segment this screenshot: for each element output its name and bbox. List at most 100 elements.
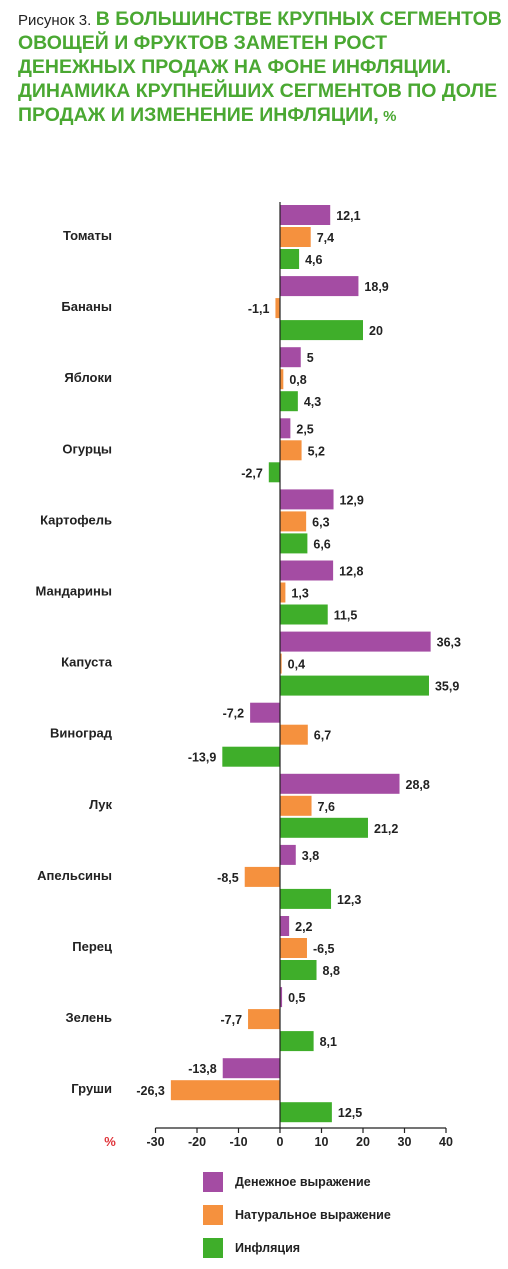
- data-label-money-onion: 28,8: [406, 778, 430, 792]
- bar-volume-oranges: [244, 866, 280, 887]
- data-label-volume-onion: 7,6: [318, 800, 335, 814]
- data-label-money-tangerines: 12,8: [339, 565, 363, 579]
- bar-volume-grapes: [280, 724, 308, 745]
- data-label-inflation-pears: 12,5: [338, 1106, 362, 1120]
- bar-inflation-tomatoes: [280, 249, 300, 269]
- bar-money-onion: [280, 773, 400, 794]
- data-label-inflation-cabbage: 35,9: [435, 680, 459, 694]
- x-tick-label-4: 10: [315, 1135, 329, 1149]
- category-label-potatoes: Картофель: [40, 512, 112, 527]
- bar-inflation-cabbage: [280, 675, 429, 696]
- data-label-money-greens: 0,5: [288, 991, 305, 1005]
- title-unit: %: [383, 108, 397, 125]
- bar-inflation-apples: [280, 391, 298, 412]
- category-label-cabbage: Капуста: [61, 655, 113, 670]
- bar-volume-bananas: [275, 298, 280, 319]
- bar-volume-pears: [170, 1080, 280, 1101]
- data-label-volume-grapes: 6,7: [314, 729, 331, 743]
- bar-volume-potatoes: [280, 511, 307, 532]
- data-label-money-tomatoes: 12,1: [336, 209, 360, 223]
- legend-label-inflation: Инфляция: [235, 1241, 301, 1255]
- x-tick-label-7: 40: [439, 1135, 453, 1149]
- x-axis-unit-label: %: [104, 1134, 116, 1149]
- data-label-volume-pears: -26,3: [136, 1084, 165, 1098]
- chart-title: Рисунок 3. В БОЛЬШИНСТВЕ КРУПНЫХ СЕГМЕНТ…: [18, 8, 503, 128]
- bar-inflation-tangerines: [280, 604, 328, 625]
- data-label-money-bananas: 18,9: [364, 280, 388, 294]
- data-label-inflation-cucumbers: -2,7: [241, 466, 263, 480]
- x-tick-label-1: -20: [188, 1135, 206, 1149]
- category-label-grapes: Виноград: [50, 726, 113, 741]
- bar-money-greens: [280, 987, 283, 1008]
- data-label-money-cucumbers: 2,5: [296, 422, 313, 436]
- bar-inflation-potatoes: [280, 533, 308, 554]
- data-label-inflation-potatoes: 6,6: [313, 537, 330, 551]
- data-label-money-potatoes: 12,9: [340, 493, 364, 507]
- legend-item-volume: Натуральное выражение: [203, 1202, 391, 1228]
- data-label-inflation-greens: 8,1: [320, 1035, 337, 1049]
- bar-inflation-bananas: [280, 320, 363, 341]
- x-tick-label-5: 20: [356, 1135, 370, 1149]
- data-label-money-apples: 5: [307, 351, 314, 365]
- category-label-tomatoes: Томаты: [63, 228, 112, 243]
- category-label-onion: Лук: [89, 797, 112, 812]
- x-tick-label-6: 30: [398, 1135, 412, 1149]
- category-label-apples: Яблоки: [64, 370, 112, 385]
- bar-money-cabbage: [280, 631, 431, 652]
- category-label-tangerines: Мандарины: [36, 584, 112, 599]
- data-label-volume-greens: -7,7: [220, 1013, 242, 1027]
- x-tick-label-0: -30: [146, 1135, 164, 1149]
- legend-swatch-inflation: [203, 1238, 223, 1258]
- figure-label: Рисунок 3.: [18, 12, 92, 29]
- x-tick-label-2: -10: [229, 1135, 247, 1149]
- bar-volume-tangerines: [280, 582, 286, 603]
- data-label-money-oranges: 3,8: [302, 849, 319, 863]
- bar-volume-apples: [280, 369, 284, 390]
- legend-label-volume: Натуральное выражение: [235, 1208, 391, 1222]
- bar-money-pears: [222, 1058, 280, 1079]
- data-label-volume-pepper: -6,5: [313, 942, 335, 956]
- data-label-volume-oranges: -8,5: [217, 871, 239, 885]
- category-label-bananas: Бананы: [61, 299, 112, 314]
- bar-volume-cabbage: [280, 653, 282, 674]
- category-label-greens: Зелень: [65, 1010, 112, 1025]
- data-label-inflation-tangerines: 11,5: [334, 609, 358, 623]
- bar-volume-onion: [280, 795, 312, 816]
- data-label-inflation-grapes: -13,9: [188, 751, 217, 765]
- data-label-inflation-pepper: 8,8: [323, 964, 340, 978]
- data-label-money-pepper: 2,2: [295, 920, 312, 934]
- x-tick-label-3: 0: [277, 1135, 284, 1149]
- bar-volume-tomatoes: [280, 227, 311, 247]
- category-label-pepper: Перец: [72, 939, 112, 954]
- bar-money-potatoes: [280, 489, 334, 510]
- bar-money-apples: [280, 347, 301, 368]
- bar-inflation-cucumbers: [268, 462, 280, 483]
- data-label-money-pears: -13,8: [188, 1062, 217, 1076]
- data-label-inflation-bananas: 20: [369, 324, 383, 338]
- legend-label-money: Денежное выражение: [235, 1175, 371, 1189]
- data-label-inflation-oranges: 12,3: [337, 893, 361, 907]
- bar-volume-greens: [248, 1009, 280, 1030]
- bar-volume-cucumbers: [280, 440, 302, 461]
- bar-volume-pepper: [280, 938, 307, 958]
- bar-money-tomatoes: [280, 205, 331, 225]
- data-label-money-grapes: -7,2: [223, 707, 245, 721]
- bar-inflation-pepper: [280, 960, 317, 980]
- category-label-oranges: Апельсины: [37, 868, 112, 883]
- bar-money-oranges: [280, 844, 296, 865]
- title-text: В БОЛЬШИНСТВЕ КРУПНЫХ СЕГМЕНТОВ ОВОЩЕЙ И…: [18, 8, 502, 126]
- bar-money-pepper: [280, 916, 290, 936]
- bar-money-bananas: [280, 276, 359, 297]
- category-label-cucumbers: Огурцы: [62, 441, 112, 456]
- bar-money-grapes: [250, 702, 280, 723]
- category-label-pears: Груши: [71, 1081, 112, 1096]
- data-label-volume-apples: 0,8: [289, 373, 306, 387]
- legend-item-money: Денежное выражение: [203, 1169, 371, 1195]
- legend-item-inflation: Инфляция: [203, 1235, 300, 1261]
- data-label-volume-bananas: -1,1: [248, 302, 270, 316]
- legend-swatch-money: [203, 1172, 223, 1192]
- data-label-volume-tomatoes: 7,4: [317, 231, 334, 245]
- data-label-inflation-onion: 21,2: [374, 822, 398, 836]
- data-label-inflation-tomatoes: 4,6: [305, 253, 322, 267]
